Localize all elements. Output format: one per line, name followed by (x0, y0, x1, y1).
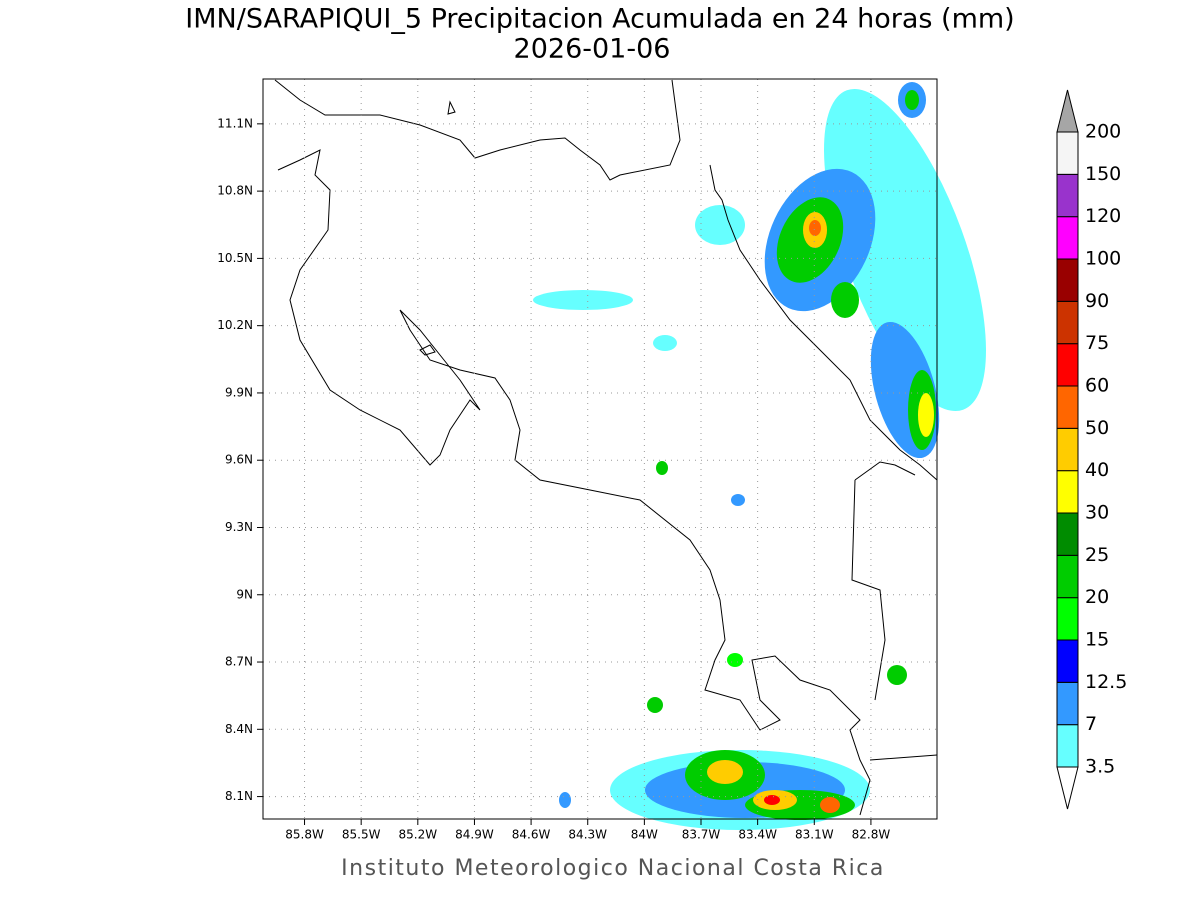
colorbar-box (1056, 258, 1079, 302)
x-tick-label: 84.6W (512, 828, 551, 842)
subtitle: 2026-01-06 (514, 34, 671, 65)
colorbar-box (1056, 343, 1079, 387)
x-tick-label: 83.4W (738, 828, 777, 842)
colorbar-box (1056, 724, 1079, 768)
y-tick-label: 10.8N (217, 184, 253, 198)
colorbar-label: 60 (1085, 375, 1109, 397)
x-tick-label: 83.7W (682, 828, 721, 842)
colorbar-label: 30 (1085, 502, 1109, 524)
colorbar-label: 7 (1085, 713, 1097, 735)
colorbar-label: 200 (1085, 121, 1121, 143)
colorbar-box (1056, 385, 1079, 429)
x-tick-label: 84W (631, 828, 658, 842)
x-tick-label: 85.8W (285, 828, 324, 842)
y-tick-label: 9.9N (225, 385, 253, 399)
y-tick-label: 9N (236, 587, 253, 601)
colorbar-label: 12.5 (1085, 671, 1127, 693)
colorbar-box (1056, 554, 1079, 599)
y-tick-label: 8.7N (225, 655, 253, 669)
colorbar-box (1056, 681, 1079, 726)
y-tick-label: 10.2N (217, 318, 253, 332)
coastline (274, 79, 938, 816)
colorbar-label: 100 (1085, 248, 1121, 270)
colorbar-label: 15 (1085, 629, 1109, 651)
colorbar-label: 75 (1085, 332, 1109, 354)
colorbar-label: 40 (1085, 459, 1109, 481)
colorbar-box (1056, 216, 1079, 260)
colorbar-label: 90 (1085, 290, 1109, 312)
colorbar-label: 20 (1085, 586, 1109, 608)
map-frame (262, 78, 938, 820)
x-tick-label: 82.8W (852, 828, 891, 842)
precipitation-field (533, 82, 986, 830)
y-tick-label: 11.1N (217, 116, 253, 130)
colorbar-label: 50 (1085, 417, 1109, 439)
y-tick-label: 8.1N (225, 789, 253, 803)
colorbar-box (1056, 173, 1079, 218)
colorbar-above (1056, 89, 1079, 133)
y-tick-label: 9.3N (225, 520, 253, 534)
colorbar-box (1056, 131, 1079, 175)
x-tick-label: 83.1W (795, 828, 834, 842)
x-tick-label: 85.5W (342, 828, 381, 842)
x-tick-label: 84.3W (568, 828, 607, 842)
x-tick-label: 85.2W (399, 828, 438, 842)
colorbar-label: 150 (1085, 163, 1121, 185)
title: IMN/SARAPIQUI_5 Precipitacion Acumulada … (185, 4, 1014, 35)
colorbar-box (1056, 470, 1079, 514)
y-tick-label: 10.5N (217, 251, 253, 265)
colorbar-box (1056, 597, 1079, 641)
colorbar-label: 120 (1085, 205, 1121, 227)
colorbar-box (1056, 427, 1079, 472)
x-tick-label: 84.9W (455, 828, 494, 842)
colorbar-box (1056, 300, 1079, 345)
colorbar-label: 25 (1085, 544, 1109, 566)
colorbar-box (1056, 639, 1079, 683)
footer: Instituto Meteorologico Nacional Costa R… (341, 856, 885, 881)
colorbar-below (1056, 766, 1079, 810)
y-tick-label: 9.6N (225, 453, 253, 467)
colorbar-box (1056, 512, 1079, 556)
y-tick-label: 8.4N (225, 722, 253, 736)
colorbar-label: 3.5 (1085, 756, 1115, 778)
